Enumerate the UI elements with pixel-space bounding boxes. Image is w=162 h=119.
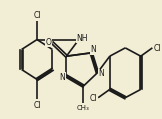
Text: N: N [91,45,96,54]
Text: Cl: Cl [153,44,161,53]
Text: Cl: Cl [33,101,41,110]
Text: Cl: Cl [90,94,97,103]
Text: N: N [60,73,65,82]
Text: N: N [98,69,104,78]
Text: Cl: Cl [33,11,41,20]
Text: NH: NH [76,34,88,43]
Text: CH₃: CH₃ [77,105,90,111]
Text: O: O [46,38,52,47]
